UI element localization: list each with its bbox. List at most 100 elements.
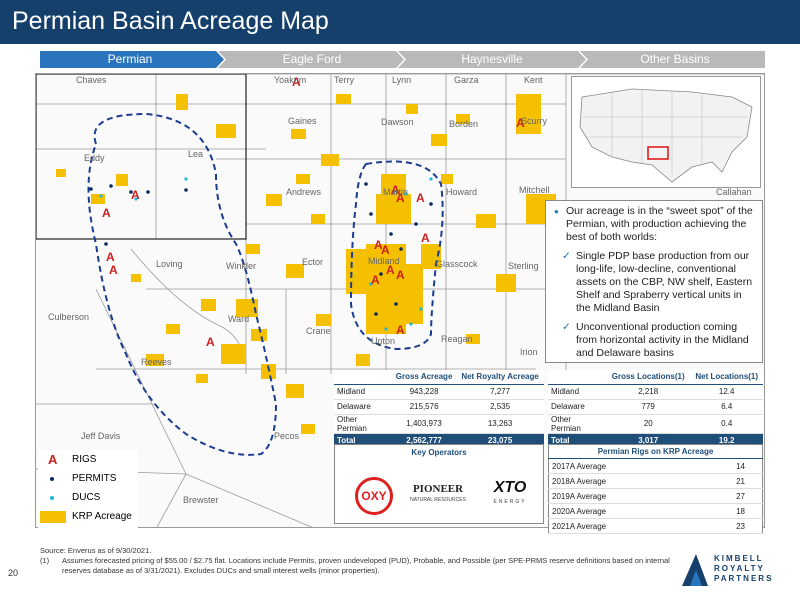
cell: 2017A Average bbox=[548, 458, 720, 474]
permit-markers bbox=[89, 182, 433, 316]
table-row: Delaware 779 6.4 bbox=[548, 399, 763, 415]
cell: 2,535 bbox=[456, 399, 544, 415]
county-label: Midland bbox=[368, 256, 400, 266]
rigs-table: Permian Rigs on KRP Acreage 2017A Averag… bbox=[548, 444, 763, 534]
svg-text:A: A bbox=[131, 188, 140, 202]
table-row: Midland 2,218 12.4 bbox=[548, 384, 763, 400]
county-label: Eddy bbox=[84, 153, 105, 163]
logo-word: PARTNERS bbox=[714, 574, 774, 583]
cell: Midland bbox=[548, 384, 606, 400]
duc-dot-icon bbox=[50, 496, 54, 500]
svg-text:A: A bbox=[206, 335, 215, 349]
svg-text:A: A bbox=[516, 116, 525, 130]
legend-item-permits: PERMITS bbox=[38, 469, 138, 488]
rigs-table-title: Permian Rigs on KRP Acreage bbox=[548, 444, 763, 459]
table-row: 2018A Average 21 bbox=[548, 473, 763, 489]
tab-eagle-ford[interactable]: Eagle Ford bbox=[282, 52, 342, 66]
table-header: Gross Locations(1) bbox=[606, 370, 691, 385]
page-title: Permian Basin Acreage Map bbox=[12, 7, 329, 35]
us-inset-map bbox=[571, 76, 761, 188]
new-mexico-boundary bbox=[36, 74, 247, 240]
cell: 0.4 bbox=[690, 414, 763, 434]
cell: 7,277 bbox=[456, 384, 544, 400]
pioneer-logo-subtitle: NATURAL RESOURCES bbox=[410, 497, 466, 503]
cell: 21 bbox=[719, 473, 763, 489]
county-label: Brewster bbox=[183, 495, 219, 505]
cell: Midland bbox=[334, 384, 392, 400]
svg-text:A: A bbox=[396, 191, 405, 205]
highlight-bullet: Our acreage is in the “sweet spot” of th… bbox=[554, 205, 754, 244]
svg-text:A: A bbox=[396, 268, 405, 282]
county-label: Winkler bbox=[226, 261, 257, 271]
county-label: Martin bbox=[383, 187, 409, 197]
cell: 18 bbox=[719, 503, 763, 519]
county-label: Dawson bbox=[381, 117, 414, 127]
oxy-logo: OXY bbox=[355, 477, 393, 515]
cell: Other Permian bbox=[548, 414, 606, 434]
table-header bbox=[334, 370, 392, 385]
cell: 2021A Average bbox=[548, 518, 720, 534]
acreage-swatch-icon bbox=[40, 511, 66, 523]
tab-other-basins-shape[interactable] bbox=[580, 51, 765, 68]
county-label: Reagan bbox=[441, 334, 473, 344]
cell: 943,228 bbox=[392, 384, 457, 400]
county-label: Loving bbox=[156, 259, 183, 269]
rig-icon: A bbox=[48, 452, 58, 467]
tab-haynesville-shape[interactable] bbox=[398, 51, 586, 68]
table-header: Net Royalty Acreage bbox=[456, 370, 544, 385]
locations-table: Gross Locations(1) Net Locations(1) Midl… bbox=[548, 370, 763, 449]
cell: Delaware bbox=[548, 399, 606, 415]
county-label: Kent bbox=[524, 75, 543, 85]
table-header: Net Locations(1) bbox=[690, 370, 763, 385]
tab-other-basins[interactable]: Other Basins bbox=[640, 52, 710, 66]
cell: 2,218 bbox=[606, 384, 691, 400]
kimbell-logo-text: KIMBELL ROYALTY PARTNERS bbox=[714, 554, 773, 584]
logo-word: KIMBELL bbox=[714, 554, 764, 563]
county-label: Jeff Davis bbox=[81, 431, 121, 441]
cell: 2018A Average bbox=[548, 473, 720, 489]
county-label: Reeves bbox=[141, 357, 172, 367]
table-row: Other Permian 1,403,973 13,263 bbox=[334, 414, 544, 434]
source-note: Source: Enverus as of 9/30/2021. bbox=[40, 546, 152, 555]
legend-item-ducs: DUCS bbox=[38, 488, 138, 507]
legend-label: DUCS bbox=[72, 492, 101, 503]
tab-permian[interactable]: Permian bbox=[107, 52, 153, 66]
legend-item-rigs: A RIGS bbox=[38, 450, 138, 469]
tab-haynesville[interactable]: Haynesville bbox=[461, 52, 523, 66]
basin-tabs: Permian Eagle Ford Haynesville Other Bas… bbox=[40, 51, 765, 68]
legend-label: RIGS bbox=[72, 454, 97, 465]
delaware-basin-outline bbox=[87, 112, 278, 456]
cell: 779 bbox=[606, 399, 691, 415]
legend-label: KRP Acreage bbox=[72, 511, 132, 522]
county-label: Howard bbox=[446, 187, 478, 197]
svg-text:A: A bbox=[109, 263, 118, 277]
county-label: Ector bbox=[302, 257, 324, 267]
svg-text:A: A bbox=[391, 183, 400, 197]
tab-permian-shape[interactable] bbox=[40, 51, 224, 68]
table-row: 2021A Average 23 bbox=[548, 518, 763, 534]
key-operators-title: Key Operators bbox=[411, 448, 467, 457]
tab-shapes bbox=[40, 51, 765, 68]
svg-text:A: A bbox=[106, 250, 115, 264]
county-label: Andrews bbox=[286, 187, 322, 197]
county-label: Lea bbox=[188, 149, 204, 159]
table-row: Midland 943,228 7,277 bbox=[334, 384, 544, 400]
map-legend: A RIGS PERMITS DUCS KRP Acreage bbox=[38, 450, 138, 528]
basin-outlines bbox=[87, 112, 444, 456]
county-label: Terry bbox=[334, 75, 354, 85]
cell: 215,576 bbox=[392, 399, 457, 415]
tab-eagle-ford-shape[interactable] bbox=[218, 51, 404, 68]
map-canvas: AAA AAA AA A AAA A AA AA bbox=[36, 74, 764, 527]
county-label: Gaines bbox=[288, 116, 317, 126]
xto-logo-subtitle: ENERGY bbox=[493, 499, 527, 505]
county-label: Upton bbox=[371, 336, 396, 346]
svg-text:A: A bbox=[386, 263, 395, 277]
rig-markers: AAA AAA AA A AAA A AA AA bbox=[102, 75, 525, 349]
legend-item-acreage: KRP Acreage bbox=[38, 507, 138, 526]
permit-dot-icon bbox=[50, 477, 54, 481]
county-label: Callahan bbox=[716, 187, 752, 197]
cell: 1,403,973 bbox=[392, 414, 457, 434]
footnote: Assumes forecasted pricing of $55.00 / $… bbox=[62, 556, 670, 575]
cell: Other Permian bbox=[334, 414, 392, 434]
svg-text:A: A bbox=[102, 206, 111, 220]
